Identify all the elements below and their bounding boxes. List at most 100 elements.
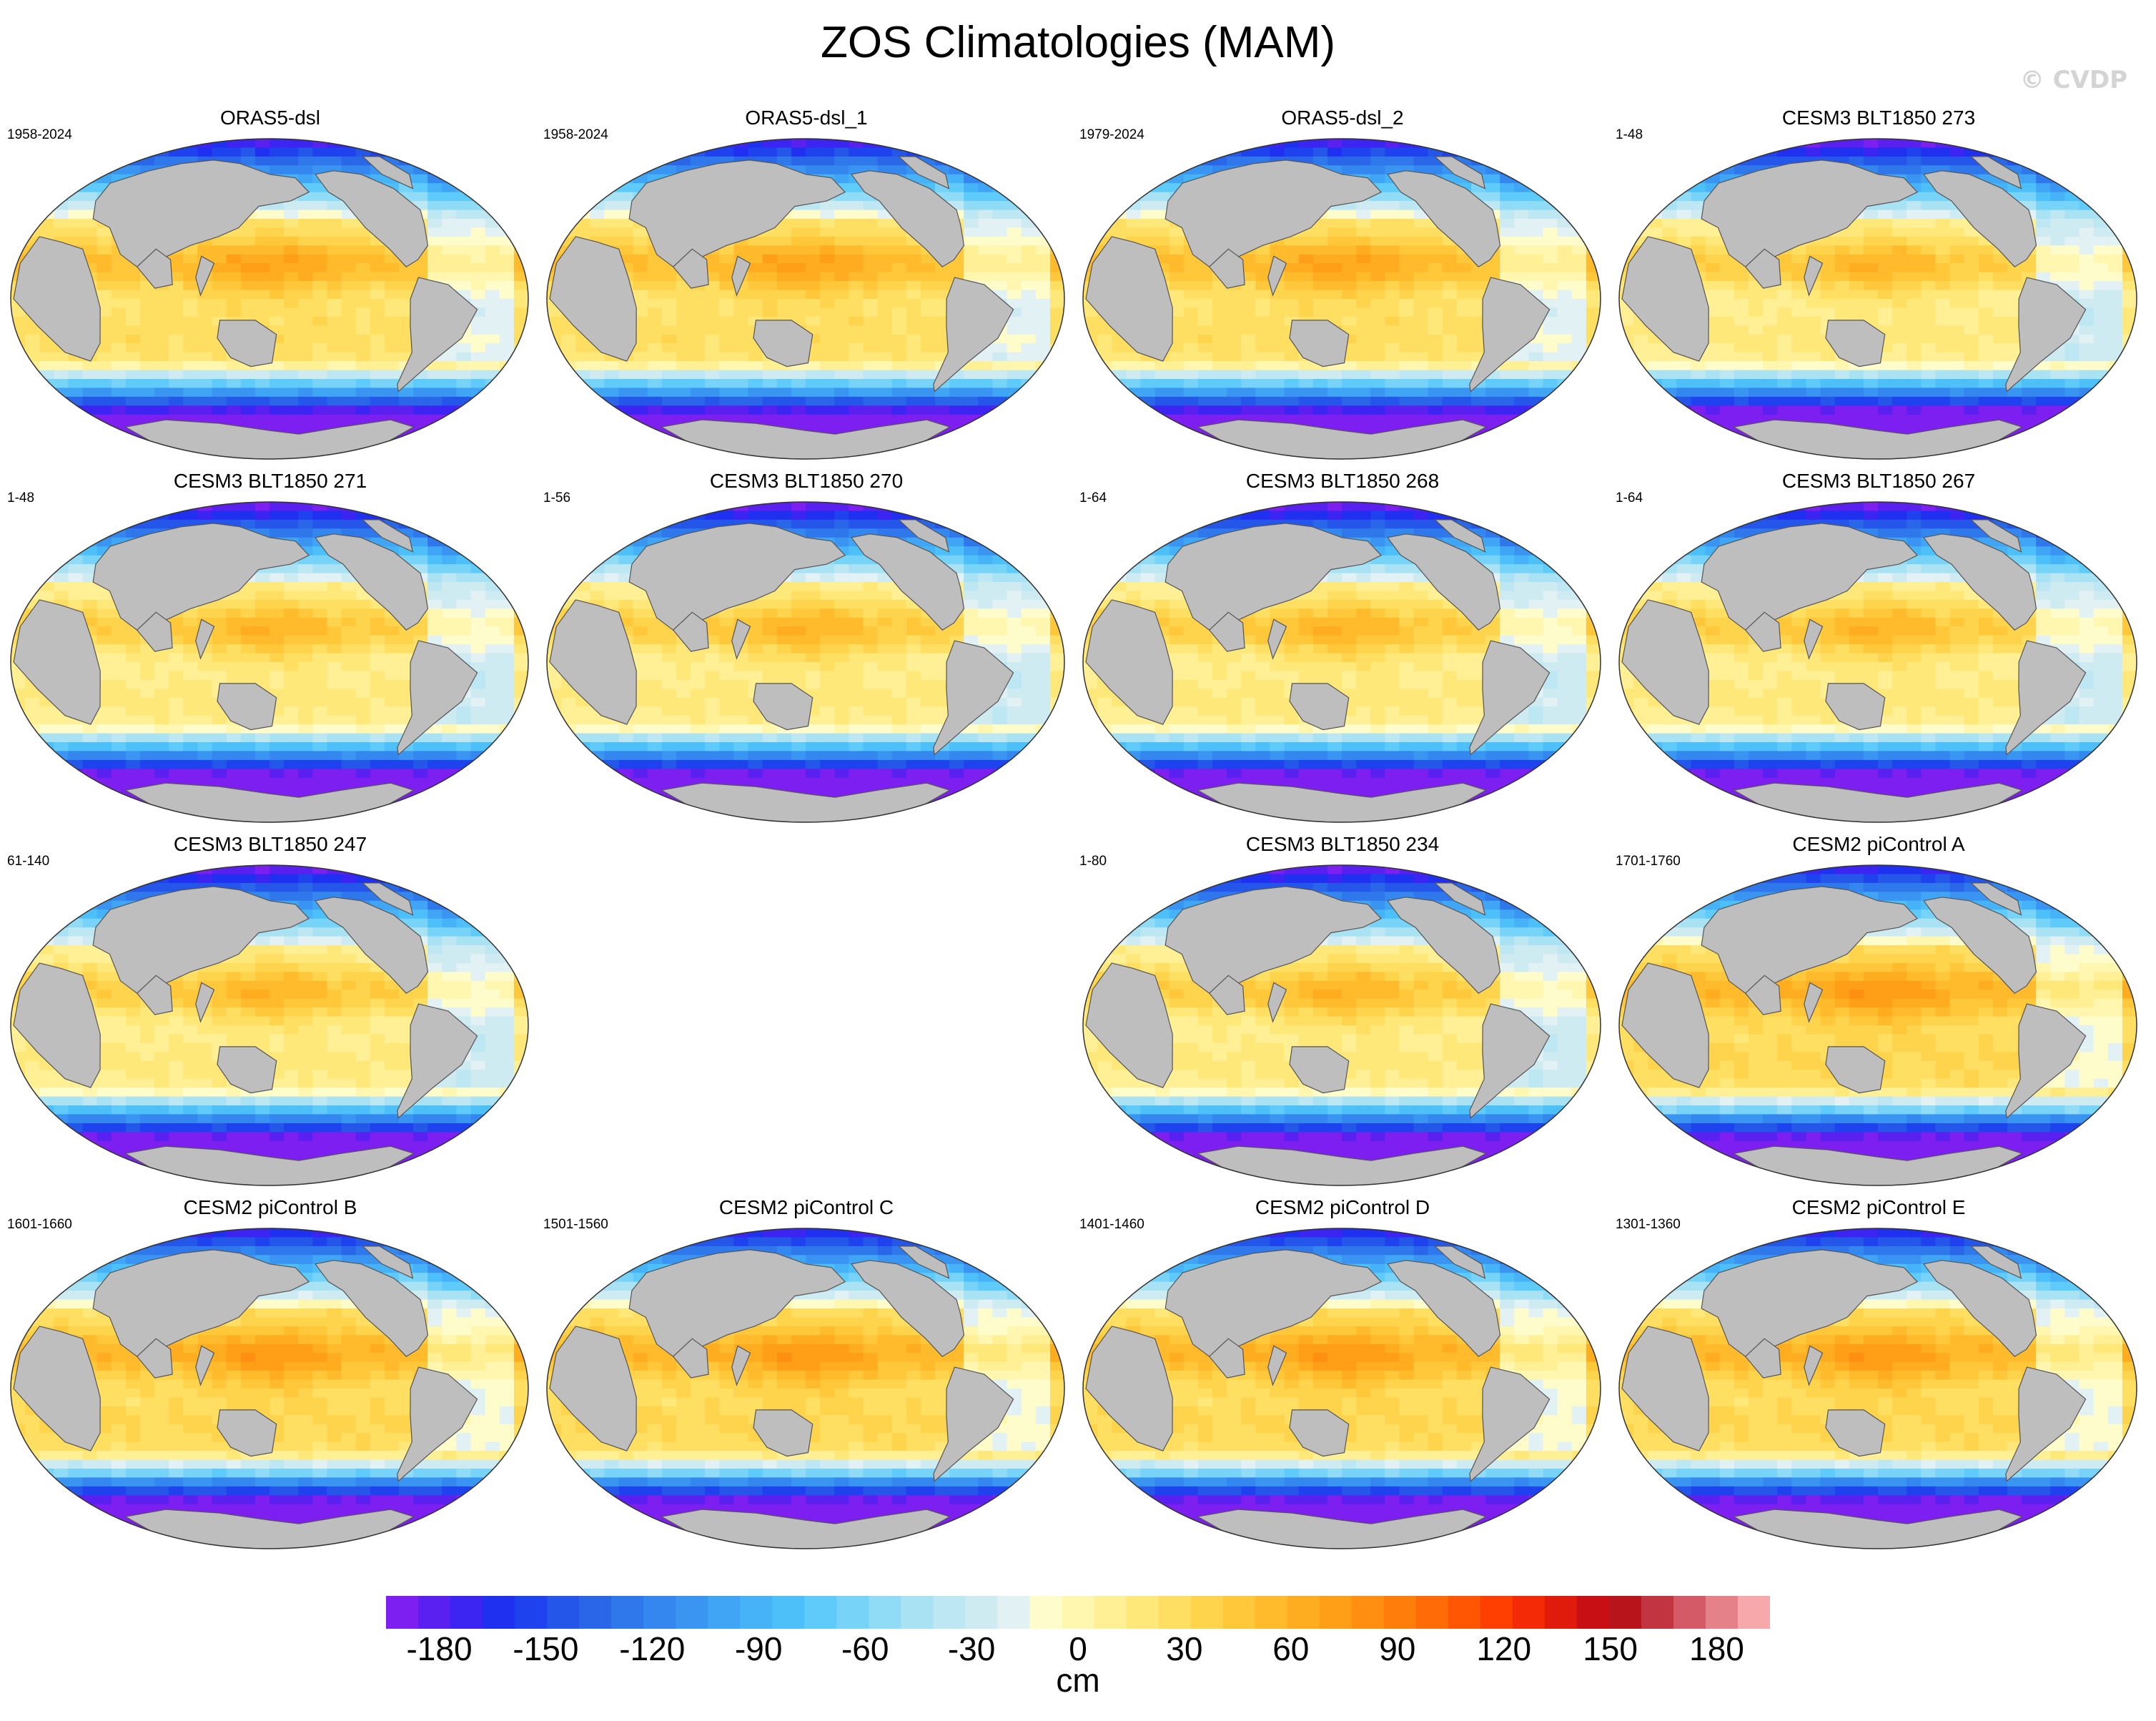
zos-cell <box>1676 201 1692 211</box>
zos-cell <box>820 254 835 264</box>
zos-cell <box>791 307 806 317</box>
zos-cell <box>1007 379 1022 389</box>
zos-cell <box>561 396 576 407</box>
zos-cell <box>1370 334 1386 344</box>
zos-cell <box>2050 254 2066 264</box>
zos-cell <box>806 396 821 407</box>
zos-cell <box>413 414 428 424</box>
zos-cell <box>1327 219 1342 229</box>
zos-cell <box>762 245 778 255</box>
zos-cell <box>1112 165 1127 175</box>
zos-cell <box>992 343 1008 353</box>
zos-cell <box>1791 299 1807 309</box>
zos-cell <box>719 281 735 291</box>
zos-cell <box>1007 272 1022 282</box>
zos-cell <box>1255 281 1271 291</box>
zos-cell <box>1007 423 1022 433</box>
zos-cell <box>1557 290 1573 300</box>
zos-cell <box>547 441 562 451</box>
zos-cell <box>920 254 936 264</box>
zos-cell <box>197 405 213 415</box>
zos-cell <box>1413 388 1429 398</box>
zos-cell <box>240 379 256 389</box>
zos-cell <box>1734 316 1749 327</box>
zos-cell <box>1777 254 1793 264</box>
zos-cell <box>1126 441 1142 451</box>
zos-cell <box>575 147 591 157</box>
zos-cell <box>1154 379 1170 389</box>
zos-cell <box>284 388 299 398</box>
zos-cell <box>1691 201 1706 211</box>
zos-cell <box>97 379 112 389</box>
zos-cell <box>1907 299 1922 309</box>
zos-cell <box>2122 307 2137 317</box>
zos-cell <box>456 432 472 442</box>
zos-cell <box>470 370 486 380</box>
zos-cell <box>1428 147 1443 157</box>
zos-cell <box>1183 316 1199 327</box>
zos-cell <box>978 272 994 282</box>
map-panel: ORAS5-dsl 1958-2024 <box>6 106 535 470</box>
zos-cell <box>1183 307 1199 317</box>
zos-cell <box>1385 405 1400 415</box>
zos-cell <box>169 343 184 353</box>
zos-cell <box>1921 272 1937 282</box>
zos-cell <box>485 281 500 291</box>
zos-cell <box>485 307 500 317</box>
zos-cell <box>891 272 907 282</box>
zos-cell <box>68 405 84 415</box>
zos-cell <box>1557 165 1573 175</box>
zos-cell <box>1312 370 1328 380</box>
zos-cell <box>341 379 357 389</box>
zos-cell <box>1834 307 1850 317</box>
zos-cell <box>1543 236 1558 247</box>
zos-cell <box>547 209 562 220</box>
zos-cell <box>891 281 907 291</box>
zos-cell <box>647 334 663 344</box>
zos-cell <box>1964 263 1979 273</box>
zos-cell <box>2093 352 2109 362</box>
zos-cell <box>11 432 26 442</box>
zos-cell <box>111 396 127 407</box>
zos-cell <box>834 263 850 273</box>
zos-cell <box>2079 245 2095 255</box>
zos-cell <box>1907 343 1922 353</box>
zos-cell <box>284 396 299 407</box>
zos-cell <box>1633 147 1648 157</box>
zos-cell <box>1140 227 1156 237</box>
zos-cell <box>485 245 500 255</box>
zos-cell <box>2064 227 2080 237</box>
zos-cell <box>733 352 749 362</box>
zos-cell <box>834 334 850 344</box>
zos-cell <box>1571 334 1587 344</box>
zos-cell <box>1312 254 1328 264</box>
zos-cell <box>1964 227 1979 237</box>
zos-cell <box>1183 325 1199 335</box>
zos-cell <box>254 263 270 273</box>
zos-cell <box>1691 396 1706 407</box>
zos-cell <box>240 396 256 407</box>
zos-cell <box>705 388 721 398</box>
zos-cell <box>355 272 371 282</box>
zos-cell <box>1662 201 1678 211</box>
zos-cell <box>270 272 285 282</box>
zos-cell <box>1097 334 1112 344</box>
zos-cell <box>1284 370 1300 380</box>
zos-cell <box>1370 361 1386 371</box>
zos-cell <box>1806 325 1821 335</box>
zos-cell <box>633 325 648 335</box>
zos-cell <box>1456 405 1472 415</box>
zos-cell <box>1619 361 1634 371</box>
zos-cell <box>370 388 385 398</box>
zos-cell <box>1648 396 1663 407</box>
zos-cell <box>2122 352 2137 362</box>
zos-cell <box>748 379 763 389</box>
zos-cell <box>1428 343 1443 353</box>
zos-cell <box>633 299 648 309</box>
zos-cell <box>1500 254 1515 264</box>
zos-cell <box>384 396 400 407</box>
land-mass <box>851 170 965 267</box>
zos-cell <box>111 450 127 459</box>
zos-cell <box>992 423 1008 433</box>
zos-cell <box>604 227 620 237</box>
